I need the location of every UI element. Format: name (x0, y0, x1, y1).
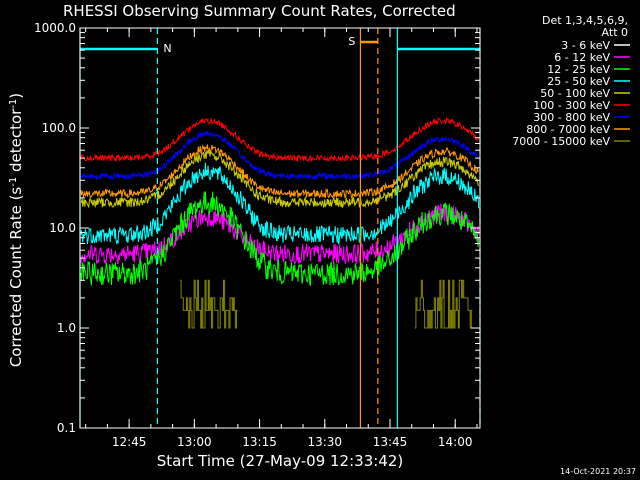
marker-N-label: N (163, 42, 171, 55)
series-line-1 (80, 203, 480, 265)
legend-entry-8: 7000 - 15000 keV (512, 135, 610, 148)
legend-header-1: Att 0 (602, 26, 628, 39)
x-tick-label-4: 13:45 (373, 435, 408, 449)
x-axis-label: Start Time (27-May-09 12:33:42) (157, 452, 403, 470)
series-line-5 (80, 116, 480, 163)
y-tick-label-3: 1.0 (57, 321, 76, 335)
series-line-4 (80, 149, 480, 209)
y-tick-label-1: 100.0 (42, 121, 76, 135)
marker-S-label: S (348, 35, 355, 48)
legend-entry-4: 50 - 100 keV (540, 87, 610, 100)
x-tick-label-3: 13:30 (307, 435, 342, 449)
x-tick-label-5: 14:00 (438, 435, 473, 449)
y-tick-label-4: 0.1 (57, 421, 76, 435)
x-tick-label-1: 13:00 (177, 435, 212, 449)
y-tick-label-0: 1000.0 (34, 21, 76, 35)
series-line-2 (80, 191, 480, 287)
legend-entry-1: 6 - 12 keV (554, 51, 610, 64)
x-tick-label-0: 12:45 (112, 435, 147, 449)
series-line-7 (80, 144, 480, 199)
chart-title: RHESSI Observing Summary Count Rates, Co… (63, 2, 456, 20)
legend-header-0: Det 1,3,4,5,6,9, (542, 14, 628, 27)
legend-entry-6: 300 - 800 keV (533, 111, 610, 124)
legend-entry-2: 12 - 25 keV (547, 63, 610, 76)
y-tick-label-2: 10.0 (49, 221, 76, 235)
series-line-3 (80, 162, 480, 245)
legend-entry-7: 800 - 7000 keV (526, 123, 610, 136)
series-line-8b (414, 279, 473, 329)
legend-entry-0: 3 - 6 keV (561, 39, 610, 52)
x-tick-label-2: 13:15 (242, 435, 277, 449)
generated-timestamp: 14-Oct-2021 20:37 (560, 467, 636, 476)
series-line-8a (180, 279, 238, 329)
series-line-6 (80, 130, 479, 181)
legend-entry-3: 25 - 50 keV (547, 75, 610, 88)
y-axis-label: Corrected Count Rate (s-1 detector-1) (7, 93, 25, 367)
legend-entry-5: 100 - 300 keV (533, 99, 610, 112)
